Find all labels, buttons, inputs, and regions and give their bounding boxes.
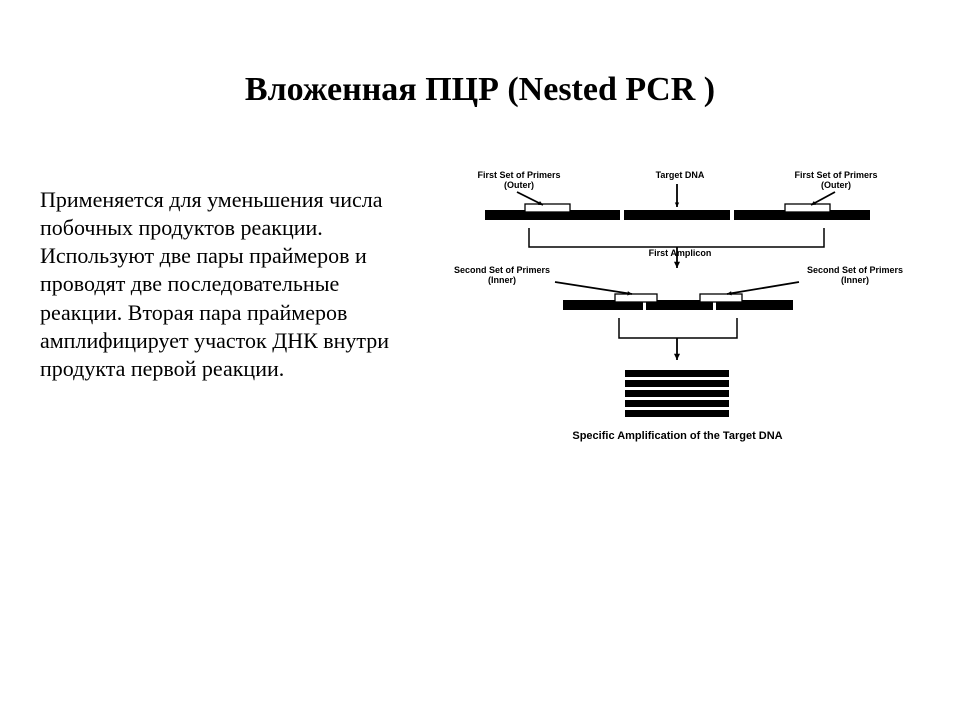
diagram-label-target-dna: Target DNA [635, 170, 725, 180]
diagram-svg [425, 170, 930, 465]
diagram-label-first-primers-left: First Set of Primers (Outer) [464, 170, 574, 191]
description-paragraph: Применяется для уменьшения числа побочны… [40, 186, 395, 383]
diagram-label-first-amplicon: First Amplicon [640, 248, 720, 258]
page-title: Вложенная ПЦР (Nested PCR ) [0, 71, 960, 109]
nested-pcr-diagram: First Set of Primers (Outer) First Set of… [425, 170, 930, 465]
diagram-label-first-primers-right: First Set of Primers (Outer) [780, 170, 892, 191]
diagram-label-bottom-caption: Specific Amplification of the Target DNA [545, 430, 810, 443]
diagram-label-second-primers-left: Second Set of Primers (Inner) [442, 265, 562, 286]
diagram-label-second-primers-right: Second Set of Primers (Inner) [795, 265, 915, 286]
